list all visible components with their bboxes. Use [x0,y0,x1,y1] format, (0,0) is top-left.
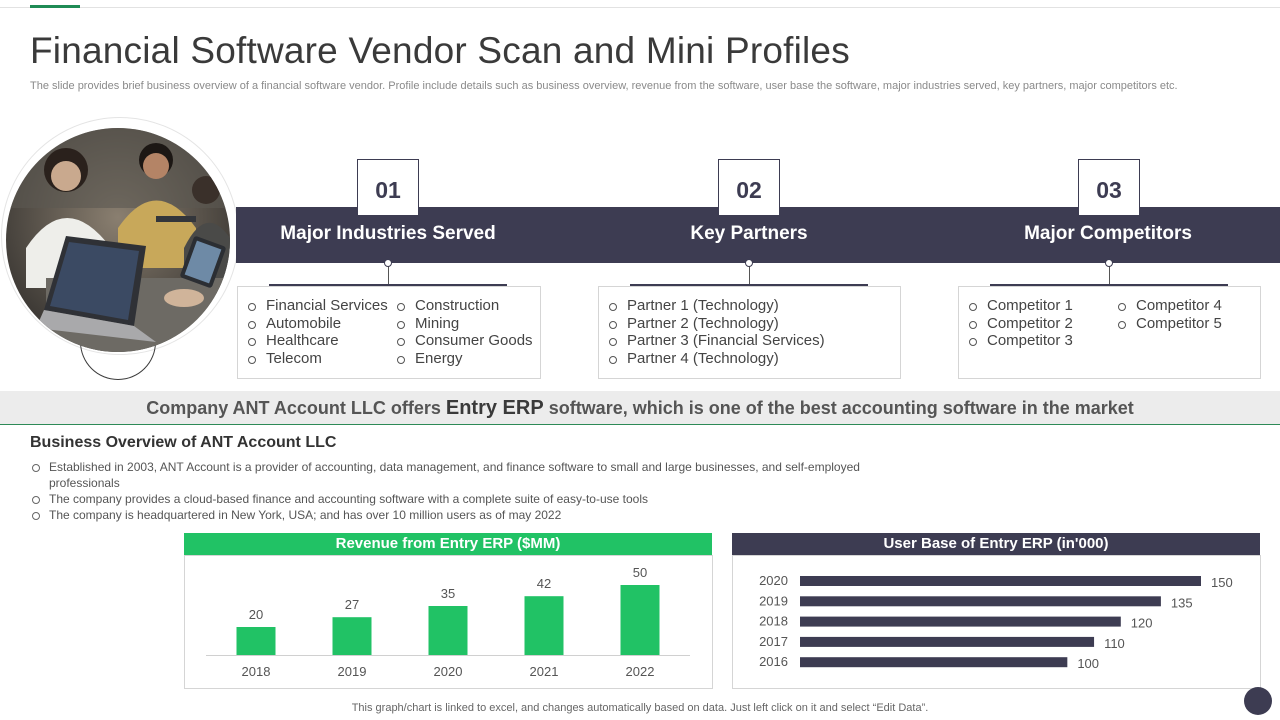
profile-heading-partners: Key Partners [690,223,808,244]
list-item: Automobile [246,315,388,333]
revenue-data-label: 20 [249,607,263,622]
overview-bullets: Established in 2003, ANT Account is a pr… [30,459,880,523]
connector-line [749,263,750,285]
profile-header-band [236,207,1280,263]
list-item: Competitor 2 [967,315,1073,333]
list-item: Partner 2 (Technology) [607,315,825,333]
revenue-year-label: 2022 [626,664,655,679]
userbase-bar [800,657,1068,668]
list-item: Partner 1 (Technology) [607,297,825,315]
industries-box: Financial Services Automobile Healthcare… [237,286,541,379]
userbase-bar [800,616,1121,627]
userbase-year-label: 2016 [759,654,788,669]
overview-bullet: Established in 2003, ANT Account is a pr… [30,459,880,491]
navigation-dot-icon[interactable] [1244,687,1272,715]
userbase-data-label: 100 [1077,656,1099,671]
industries-list-col1: Financial Services Automobile Healthcare… [246,297,388,367]
profile-number-03: 03 [1078,159,1140,215]
userbase-chart-title: User Base of Entry ERP (in'000) [732,533,1260,555]
footnote: This graph/chart is linked to excel, and… [351,702,929,714]
userbase-year-label: 2017 [759,634,788,649]
revenue-year-label: 2021 [530,664,559,679]
list-item: Competitor 5 [1116,315,1222,333]
list-item: Construction [395,297,533,315]
connector-line [388,263,389,285]
revenue-data-label: 35 [441,586,455,601]
page-title: Financial Software Vendor Scan and Mini … [30,30,850,71]
competitors-list-col1: Competitor 1 Competitor 2 Competitor 3 [967,297,1073,350]
list-item: Partner 3 (Financial Services) [607,332,825,350]
competitors-list-col2: Competitor 4 Competitor 5 [1116,297,1222,332]
userbase-bar [800,636,1095,647]
userbase-data-label: 135 [1171,595,1193,610]
industries-list-col2: Construction Mining Consumer Goods Energ… [395,297,533,367]
revenue-bar [620,585,660,655]
box-top-line [990,284,1228,287]
list-item: Telecom [246,350,388,368]
connector-dot [745,259,753,267]
revenue-year-label: 2019 [338,664,367,679]
partners-box: Partner 1 (Technology) Partner 2 (Techno… [598,286,901,379]
overview-bullet: The company provides a cloud-based finan… [30,491,880,507]
userbase-chart[interactable]: 2020 150 2019 135 2018 120 2017 110 2016 100 [732,555,1261,689]
list-item: Partner 4 (Technology) [607,350,825,368]
revenue-bar [524,596,564,655]
list-item: Competitor 4 [1116,297,1222,315]
userbase-data-label: 120 [1131,616,1153,631]
list-item: Consumer Goods [395,332,533,350]
profile-number-01: 01 [357,159,419,215]
overview-title: Business Overview of ANT Account LLC [30,434,337,451]
connector-line [1109,263,1110,285]
box-top-line [630,284,868,287]
revenue-year-label: 2020 [434,664,463,679]
revenue-bar [332,617,372,655]
list-item: Healthcare [246,332,388,350]
banner-emphasis: Entry ERP [445,397,544,419]
company-banner: Company ANT Account LLC offers Entry ERP… [0,391,1280,425]
userbase-year-label: 2020 [759,573,788,588]
revenue-data-label: 27 [345,597,359,612]
revenue-chart[interactable]: 20 2018 27 2019 35 2020 42 2021 50 2022 [184,555,713,689]
revenue-chart-title: Revenue from Entry ERP ($MM) [184,533,712,555]
banner-text-start: Company ANT Account LLC offers [146,398,446,418]
list-item: Financial Services [246,297,388,315]
userbase-bar [800,596,1161,607]
profile-number-02: 02 [718,159,780,215]
partners-list: Partner 1 (Technology) Partner 2 (Techno… [607,297,825,367]
profile-heading-industries: Major Industries Served [280,223,496,244]
list-item: Energy [395,350,533,368]
userbase-data-label: 110 [1104,636,1125,651]
userbase-bar [800,576,1201,586]
people-working-photo [6,128,230,352]
revenue-bar [236,627,276,655]
userbase-data-label: 150 [1211,575,1233,590]
top-accent-bar [30,5,80,8]
connector-dot [384,259,392,267]
list-item: Competitor 3 [967,332,1073,350]
connector-dot [1105,259,1113,267]
banner-text-end: software, which is one of the best accou… [543,398,1134,418]
top-rule [0,7,1280,8]
userbase-year-label: 2019 [759,593,788,608]
revenue-data-label: 42 [537,576,551,591]
page-subtitle: The slide provides brief business overvi… [30,80,1178,92]
list-item: Competitor 1 [967,297,1073,315]
revenue-data-label: 50 [633,565,647,580]
revenue-year-label: 2018 [242,664,271,679]
overview-bullet: The company is headquartered in New York… [30,507,880,523]
list-item: Mining [395,315,533,333]
userbase-year-label: 2018 [759,614,788,629]
revenue-bar [428,606,468,655]
competitors-box: Competitor 1 Competitor 2 Competitor 3 C… [958,286,1261,379]
profile-heading-competitors: Major Competitors [1024,223,1192,244]
box-top-line [269,284,507,287]
